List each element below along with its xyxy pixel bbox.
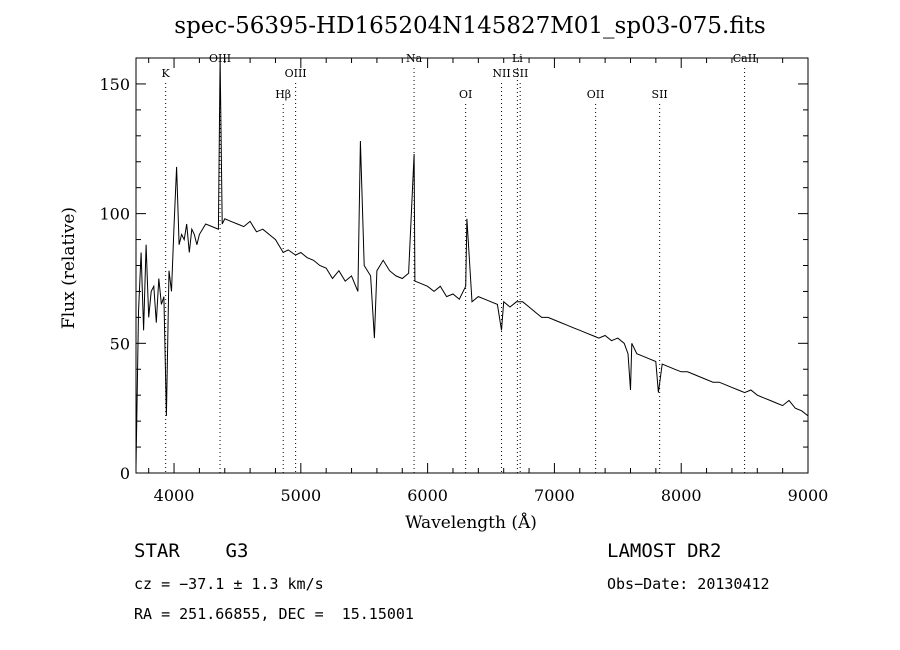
line-label: SII <box>512 67 528 80</box>
plot-frame <box>135 57 809 474</box>
object-type: STAR G3 <box>134 540 249 562</box>
line-label: CaII <box>733 52 757 65</box>
spectrum-series-line <box>135 57 809 468</box>
coordinates: RA = 251.66855, DEC = 15.15001 <box>134 605 414 623</box>
x-tick-label: 5000 <box>280 486 321 505</box>
series-layer <box>135 57 809 468</box>
redshift-velocity: cz = −37.1 ± 1.3 km/s <box>134 575 324 593</box>
line-label: K <box>162 67 171 80</box>
x-axis-label: Wavelength (Å) <box>405 512 537 533</box>
x-tick-label: 8000 <box>661 486 702 505</box>
x-tick-label: 6000 <box>407 486 448 505</box>
line-label: OI <box>459 88 472 101</box>
line-label: NII <box>492 67 510 80</box>
x-tick-label: 4000 <box>154 486 195 505</box>
axes: 4000 5000 6000 7000 8000 9000 0 50 100 150 <box>99 57 829 505</box>
y-tick-label: 50 <box>110 334 130 353</box>
line-label: OIII <box>285 67 307 80</box>
observation-date: Obs−Date: 20130412 <box>607 575 770 593</box>
line-label: SII <box>652 88 668 101</box>
y-tick-label: 0 <box>120 464 130 483</box>
y-tick-label: 100 <box>99 205 130 224</box>
y-tick-label: 150 <box>99 75 130 94</box>
chart-title: spec-56395-HD165204N145827M01_sp03-075.f… <box>174 13 765 39</box>
line-label: Li <box>512 52 523 65</box>
line-label: Hβ <box>275 88 291 101</box>
x-tick-label: 7000 <box>534 486 575 505</box>
line-label: Na <box>406 52 423 65</box>
y-axis-label: Flux (relative) <box>59 207 79 329</box>
line-label: OII <box>587 88 605 101</box>
survey-name: LAMOST DR2 <box>607 540 722 562</box>
x-tick-label: 9000 <box>788 486 829 505</box>
